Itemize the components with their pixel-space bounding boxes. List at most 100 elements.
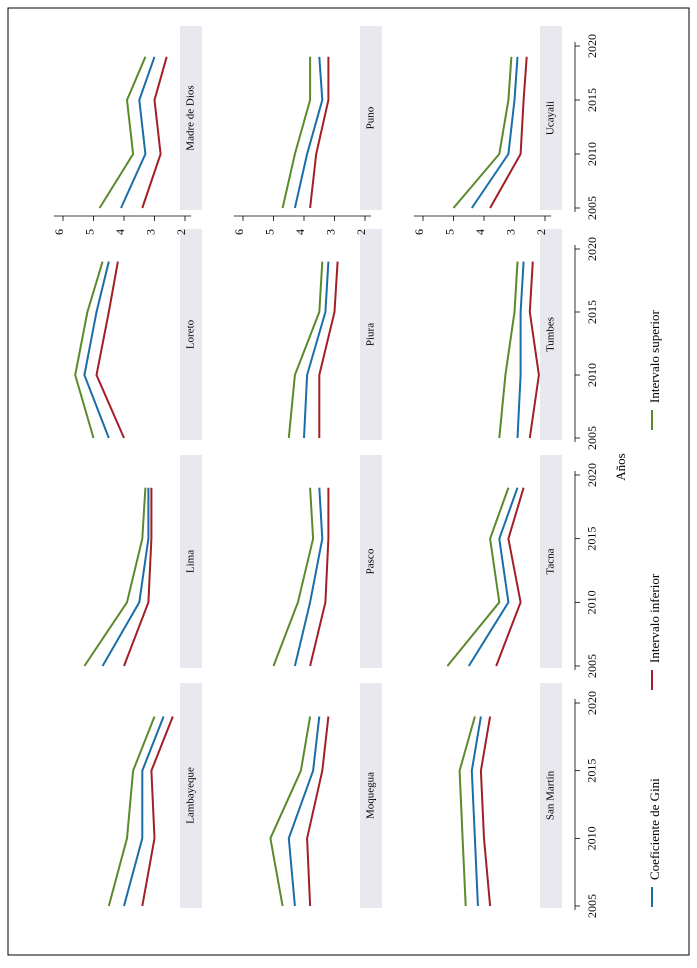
series-line bbox=[489, 56, 528, 209]
series-line bbox=[272, 487, 315, 667]
legend-label: Intervalo superior bbox=[647, 310, 662, 403]
value-tick-label: 5 bbox=[263, 229, 277, 235]
value-tick-label: 3 bbox=[504, 229, 518, 235]
value-tick-label: 2 bbox=[354, 229, 368, 235]
panel-header-strip bbox=[360, 455, 382, 668]
series-line bbox=[83, 487, 147, 667]
series-line bbox=[470, 716, 482, 907]
legend-label: Intervalo inferior bbox=[647, 573, 662, 663]
series-line bbox=[98, 56, 147, 209]
series-line bbox=[458, 716, 476, 907]
year-tick-label: 2010 bbox=[585, 590, 599, 614]
year-tick-label: 2010 bbox=[585, 363, 599, 387]
panel-header-strip bbox=[540, 26, 562, 210]
panel-area bbox=[390, 683, 560, 908]
panel-header-strip bbox=[180, 455, 202, 668]
year-tick-label: 2020 bbox=[585, 691, 599, 715]
value-tick-label: 5 bbox=[83, 229, 97, 235]
year-tick-label: 2005 bbox=[585, 894, 599, 918]
panel-area bbox=[210, 229, 380, 440]
panel-header-strip bbox=[180, 229, 202, 440]
panel-title: Tacna bbox=[545, 548, 557, 574]
panel-title: Puno bbox=[365, 106, 377, 129]
series-line bbox=[309, 56, 330, 209]
value-tick-label: 3 bbox=[144, 229, 158, 235]
panel-header-strip bbox=[360, 26, 382, 210]
series-line bbox=[107, 716, 156, 907]
panel-area bbox=[390, 26, 560, 210]
x-axis-title: Años bbox=[613, 453, 628, 480]
legend-label: Coeficiente de Gini bbox=[647, 778, 662, 880]
year-tick-label: 2005 bbox=[585, 426, 599, 450]
value-tick-label: 6 bbox=[232, 229, 246, 235]
panel-header-strip bbox=[360, 683, 382, 908]
panel-title: Piura bbox=[365, 323, 377, 346]
series-line bbox=[303, 261, 330, 439]
year-tick-label: 2015 bbox=[585, 527, 599, 551]
panel-header-strip bbox=[540, 455, 562, 668]
panel-title: Madre de Dios bbox=[185, 85, 197, 150]
series-line bbox=[141, 56, 168, 209]
series-line bbox=[101, 487, 150, 667]
value-tick-label: 4 bbox=[113, 229, 127, 235]
panel-title: Ucayali bbox=[545, 101, 557, 135]
series-line bbox=[498, 261, 519, 439]
value-tick-label: 5 bbox=[443, 229, 457, 235]
year-tick-label: 2010 bbox=[585, 826, 599, 850]
panel-header-strip bbox=[540, 229, 562, 440]
series-line bbox=[74, 261, 104, 439]
series-line bbox=[306, 716, 330, 907]
panel-title: Tumbes bbox=[545, 317, 557, 352]
value-tick-label: 4 bbox=[293, 229, 307, 235]
series-line bbox=[141, 716, 174, 907]
series-line bbox=[467, 487, 519, 667]
year-tick-label: 2015 bbox=[585, 759, 599, 783]
value-tick-label: 4 bbox=[473, 229, 487, 235]
panel-title: San Martín bbox=[545, 770, 557, 820]
series-line bbox=[452, 56, 513, 209]
panel-area bbox=[210, 26, 380, 210]
series-line bbox=[309, 487, 330, 667]
panel-title: Loreto bbox=[185, 319, 197, 349]
series-line bbox=[269, 716, 312, 907]
value-tick-label: 2 bbox=[534, 229, 548, 235]
series-line bbox=[120, 56, 156, 209]
panel-header-strip bbox=[180, 26, 202, 210]
series-line bbox=[281, 56, 312, 209]
year-tick-label: 2020 bbox=[585, 237, 599, 261]
panel-header-strip bbox=[360, 229, 382, 440]
year-tick-label: 2020 bbox=[585, 34, 599, 58]
panel-area bbox=[210, 455, 380, 668]
panel-area bbox=[30, 455, 200, 668]
year-tick-label: 2010 bbox=[585, 142, 599, 166]
panel-area bbox=[30, 26, 200, 210]
panel-title: Moquegua bbox=[365, 772, 377, 819]
year-tick-label: 2015 bbox=[585, 88, 599, 112]
series-line bbox=[318, 261, 339, 438]
series-line bbox=[123, 487, 153, 667]
year-tick-label: 2005 bbox=[585, 654, 599, 678]
value-tick-label: 3 bbox=[324, 229, 338, 235]
year-tick-label: 2015 bbox=[585, 300, 599, 324]
series-line bbox=[470, 56, 519, 209]
panel-area bbox=[30, 683, 200, 908]
series-line bbox=[495, 487, 525, 667]
panel-area bbox=[30, 229, 200, 440]
panel-title: Lambayeque bbox=[185, 767, 197, 824]
value-tick-label: 6 bbox=[412, 229, 426, 235]
panel-header-strip bbox=[180, 683, 202, 908]
panel-title: Pasco bbox=[365, 548, 377, 574]
series-line bbox=[95, 261, 125, 439]
series-line bbox=[293, 487, 324, 667]
series-line bbox=[479, 716, 492, 907]
value-tick-label: 2 bbox=[174, 229, 188, 235]
panel-area bbox=[210, 683, 380, 908]
series-line bbox=[123, 716, 165, 907]
series-line bbox=[516, 261, 525, 439]
panel-header-strip bbox=[540, 683, 562, 908]
panel-title: Lima bbox=[185, 550, 197, 573]
value-tick-label: 6 bbox=[52, 229, 66, 235]
series-line bbox=[293, 56, 324, 209]
